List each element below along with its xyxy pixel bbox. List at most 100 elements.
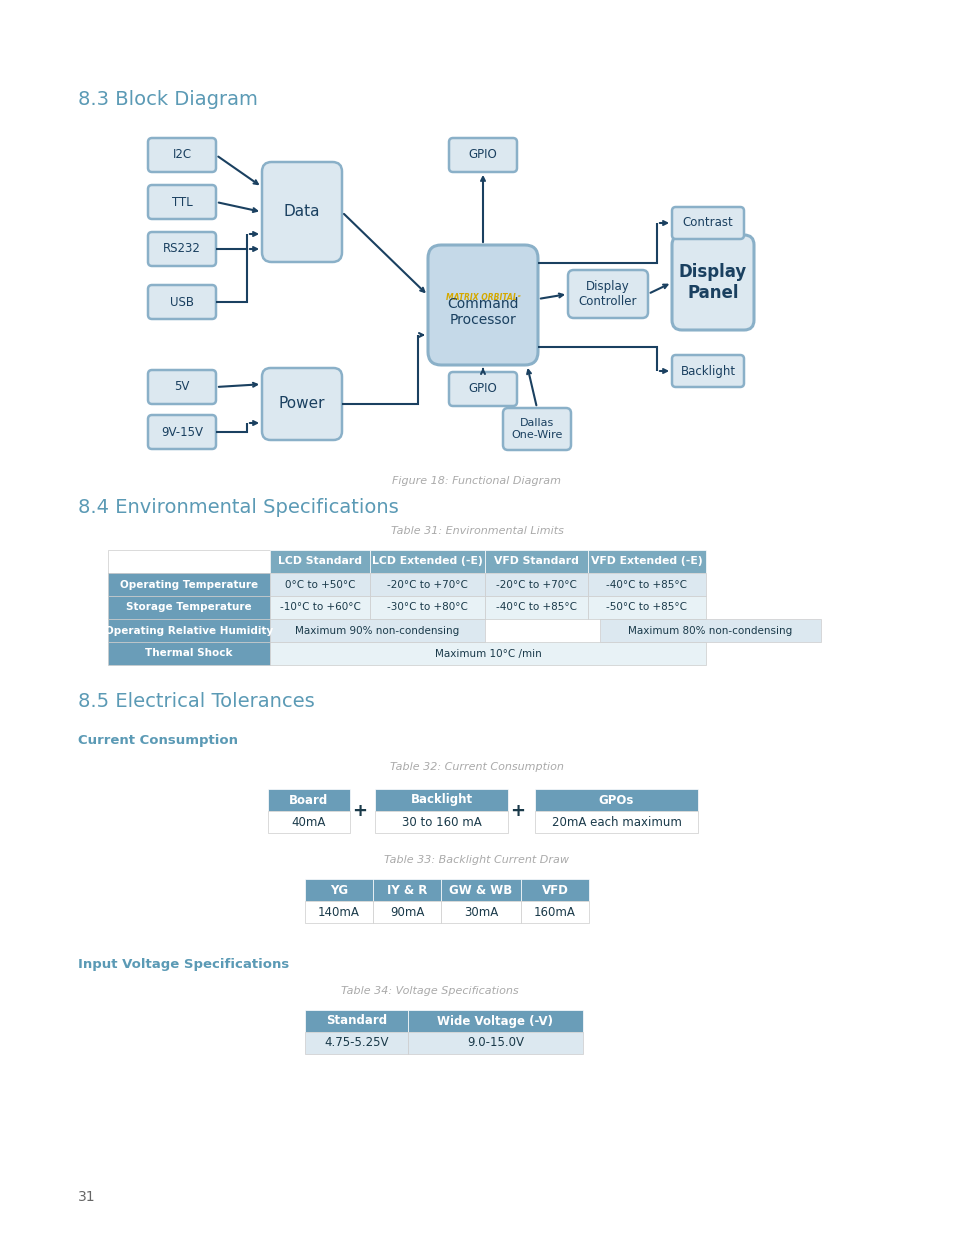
Text: VFD Standard: VFD Standard — [494, 557, 578, 567]
Text: Current Consumption: Current Consumption — [78, 734, 237, 747]
Text: Table 34: Voltage Specifications: Table 34: Voltage Specifications — [341, 986, 518, 995]
Bar — [268, 811, 350, 832]
Text: Maximum 80% non-condensing: Maximum 80% non-condensing — [628, 625, 792, 636]
Bar — [370, 550, 484, 573]
Bar — [108, 597, 270, 619]
Bar — [108, 573, 270, 597]
Bar — [373, 902, 440, 923]
Bar — [108, 642, 270, 664]
Text: Backlight: Backlight — [679, 364, 735, 378]
Text: 140mA: 140mA — [317, 905, 359, 919]
Bar — [305, 879, 373, 902]
Text: Contrast: Contrast — [682, 216, 733, 230]
Text: TTL: TTL — [172, 195, 193, 209]
Text: Figure 18: Functional Diagram: Figure 18: Functional Diagram — [392, 475, 561, 487]
Text: 90mA: 90mA — [390, 905, 424, 919]
Text: Thermal Shock: Thermal Shock — [145, 648, 233, 658]
Bar — [587, 573, 705, 597]
FancyBboxPatch shape — [428, 245, 537, 366]
FancyBboxPatch shape — [148, 232, 215, 266]
Text: YG: YG — [330, 883, 348, 897]
Text: -30°C to +80°C: -30°C to +80°C — [387, 603, 468, 613]
Bar — [587, 597, 705, 619]
FancyBboxPatch shape — [449, 372, 517, 406]
Text: GPIO: GPIO — [468, 383, 497, 395]
Bar — [440, 902, 520, 923]
Text: Operating Temperature: Operating Temperature — [120, 579, 258, 589]
Text: 20mA each maximum: 20mA each maximum — [551, 815, 680, 829]
Text: 30 to 160 mA: 30 to 160 mA — [401, 815, 481, 829]
Text: VFD: VFD — [541, 883, 568, 897]
Text: Input Voltage Specifications: Input Voltage Specifications — [78, 958, 289, 971]
Text: Backlight: Backlight — [410, 794, 472, 806]
Text: -40°C to +85°C: -40°C to +85°C — [496, 603, 577, 613]
FancyBboxPatch shape — [671, 354, 743, 387]
Text: Command
Processor: Command Processor — [447, 296, 518, 327]
Bar — [484, 573, 587, 597]
Text: 9V-15V: 9V-15V — [161, 426, 203, 438]
Text: RS232: RS232 — [163, 242, 201, 256]
Bar — [373, 879, 440, 902]
Bar — [520, 902, 588, 923]
Text: +: + — [510, 802, 525, 820]
Text: 8.5 Electrical Tolerances: 8.5 Electrical Tolerances — [78, 692, 314, 711]
Text: Table 32: Current Consumption: Table 32: Current Consumption — [390, 762, 563, 772]
Bar — [375, 811, 507, 832]
FancyBboxPatch shape — [502, 408, 571, 450]
Text: -40°C to +85°C: -40°C to +85°C — [606, 579, 687, 589]
Text: 0°C to +50°C: 0°C to +50°C — [284, 579, 355, 589]
FancyBboxPatch shape — [671, 207, 743, 240]
Bar — [270, 597, 370, 619]
Text: -50°C to +85°C: -50°C to +85°C — [606, 603, 687, 613]
Text: -20°C to +70°C: -20°C to +70°C — [496, 579, 577, 589]
Text: Power: Power — [278, 396, 325, 411]
FancyBboxPatch shape — [148, 138, 215, 172]
Text: I2C: I2C — [172, 148, 192, 162]
Bar — [305, 1010, 408, 1032]
Text: 31: 31 — [78, 1191, 95, 1204]
Text: Display
Controller: Display Controller — [578, 280, 637, 308]
Text: 5V: 5V — [174, 380, 190, 394]
FancyBboxPatch shape — [148, 185, 215, 219]
Bar — [599, 619, 821, 642]
Bar — [484, 550, 587, 573]
FancyBboxPatch shape — [262, 162, 341, 262]
Bar — [108, 550, 270, 573]
Bar — [370, 597, 484, 619]
Text: LCD Standard: LCD Standard — [277, 557, 361, 567]
Text: Maximum 90% non-condensing: Maximum 90% non-condensing — [295, 625, 459, 636]
Text: GPIO: GPIO — [468, 148, 497, 162]
Text: 30mA: 30mA — [463, 905, 497, 919]
Text: Operating Relative Humidity: Operating Relative Humidity — [105, 625, 273, 636]
Text: Standard: Standard — [326, 1014, 387, 1028]
Text: IY & R: IY & R — [386, 883, 427, 897]
Bar — [305, 1032, 408, 1053]
Bar — [408, 1032, 582, 1053]
Text: Board: Board — [289, 794, 328, 806]
Bar — [270, 642, 705, 664]
Text: GPOs: GPOs — [598, 794, 634, 806]
Text: -10°C to +60°C: -10°C to +60°C — [279, 603, 360, 613]
FancyBboxPatch shape — [148, 415, 215, 450]
Bar — [108, 619, 270, 642]
Bar — [305, 902, 373, 923]
FancyBboxPatch shape — [148, 285, 215, 319]
Text: -20°C to +70°C: -20°C to +70°C — [387, 579, 468, 589]
Bar — [408, 1010, 582, 1032]
Text: 160mA: 160mA — [534, 905, 576, 919]
Bar — [440, 879, 520, 902]
FancyBboxPatch shape — [148, 370, 215, 404]
Bar — [270, 550, 370, 573]
Text: Wide Voltage (-V): Wide Voltage (-V) — [437, 1014, 553, 1028]
Bar — [520, 879, 588, 902]
Text: Maximum 10°C /min: Maximum 10°C /min — [435, 648, 540, 658]
Text: +: + — [352, 802, 367, 820]
Text: 40mA: 40mA — [292, 815, 326, 829]
FancyBboxPatch shape — [449, 138, 517, 172]
Text: LCD Extended (-E): LCD Extended (-E) — [372, 557, 482, 567]
FancyBboxPatch shape — [671, 235, 753, 330]
Bar — [535, 789, 698, 811]
Text: Table 31: Environmental Limits: Table 31: Environmental Limits — [390, 526, 563, 536]
Text: MATRIX ORBITALᶜ: MATRIX ORBITALᶜ — [445, 293, 520, 301]
Text: 9.0-15.0V: 9.0-15.0V — [467, 1036, 523, 1050]
